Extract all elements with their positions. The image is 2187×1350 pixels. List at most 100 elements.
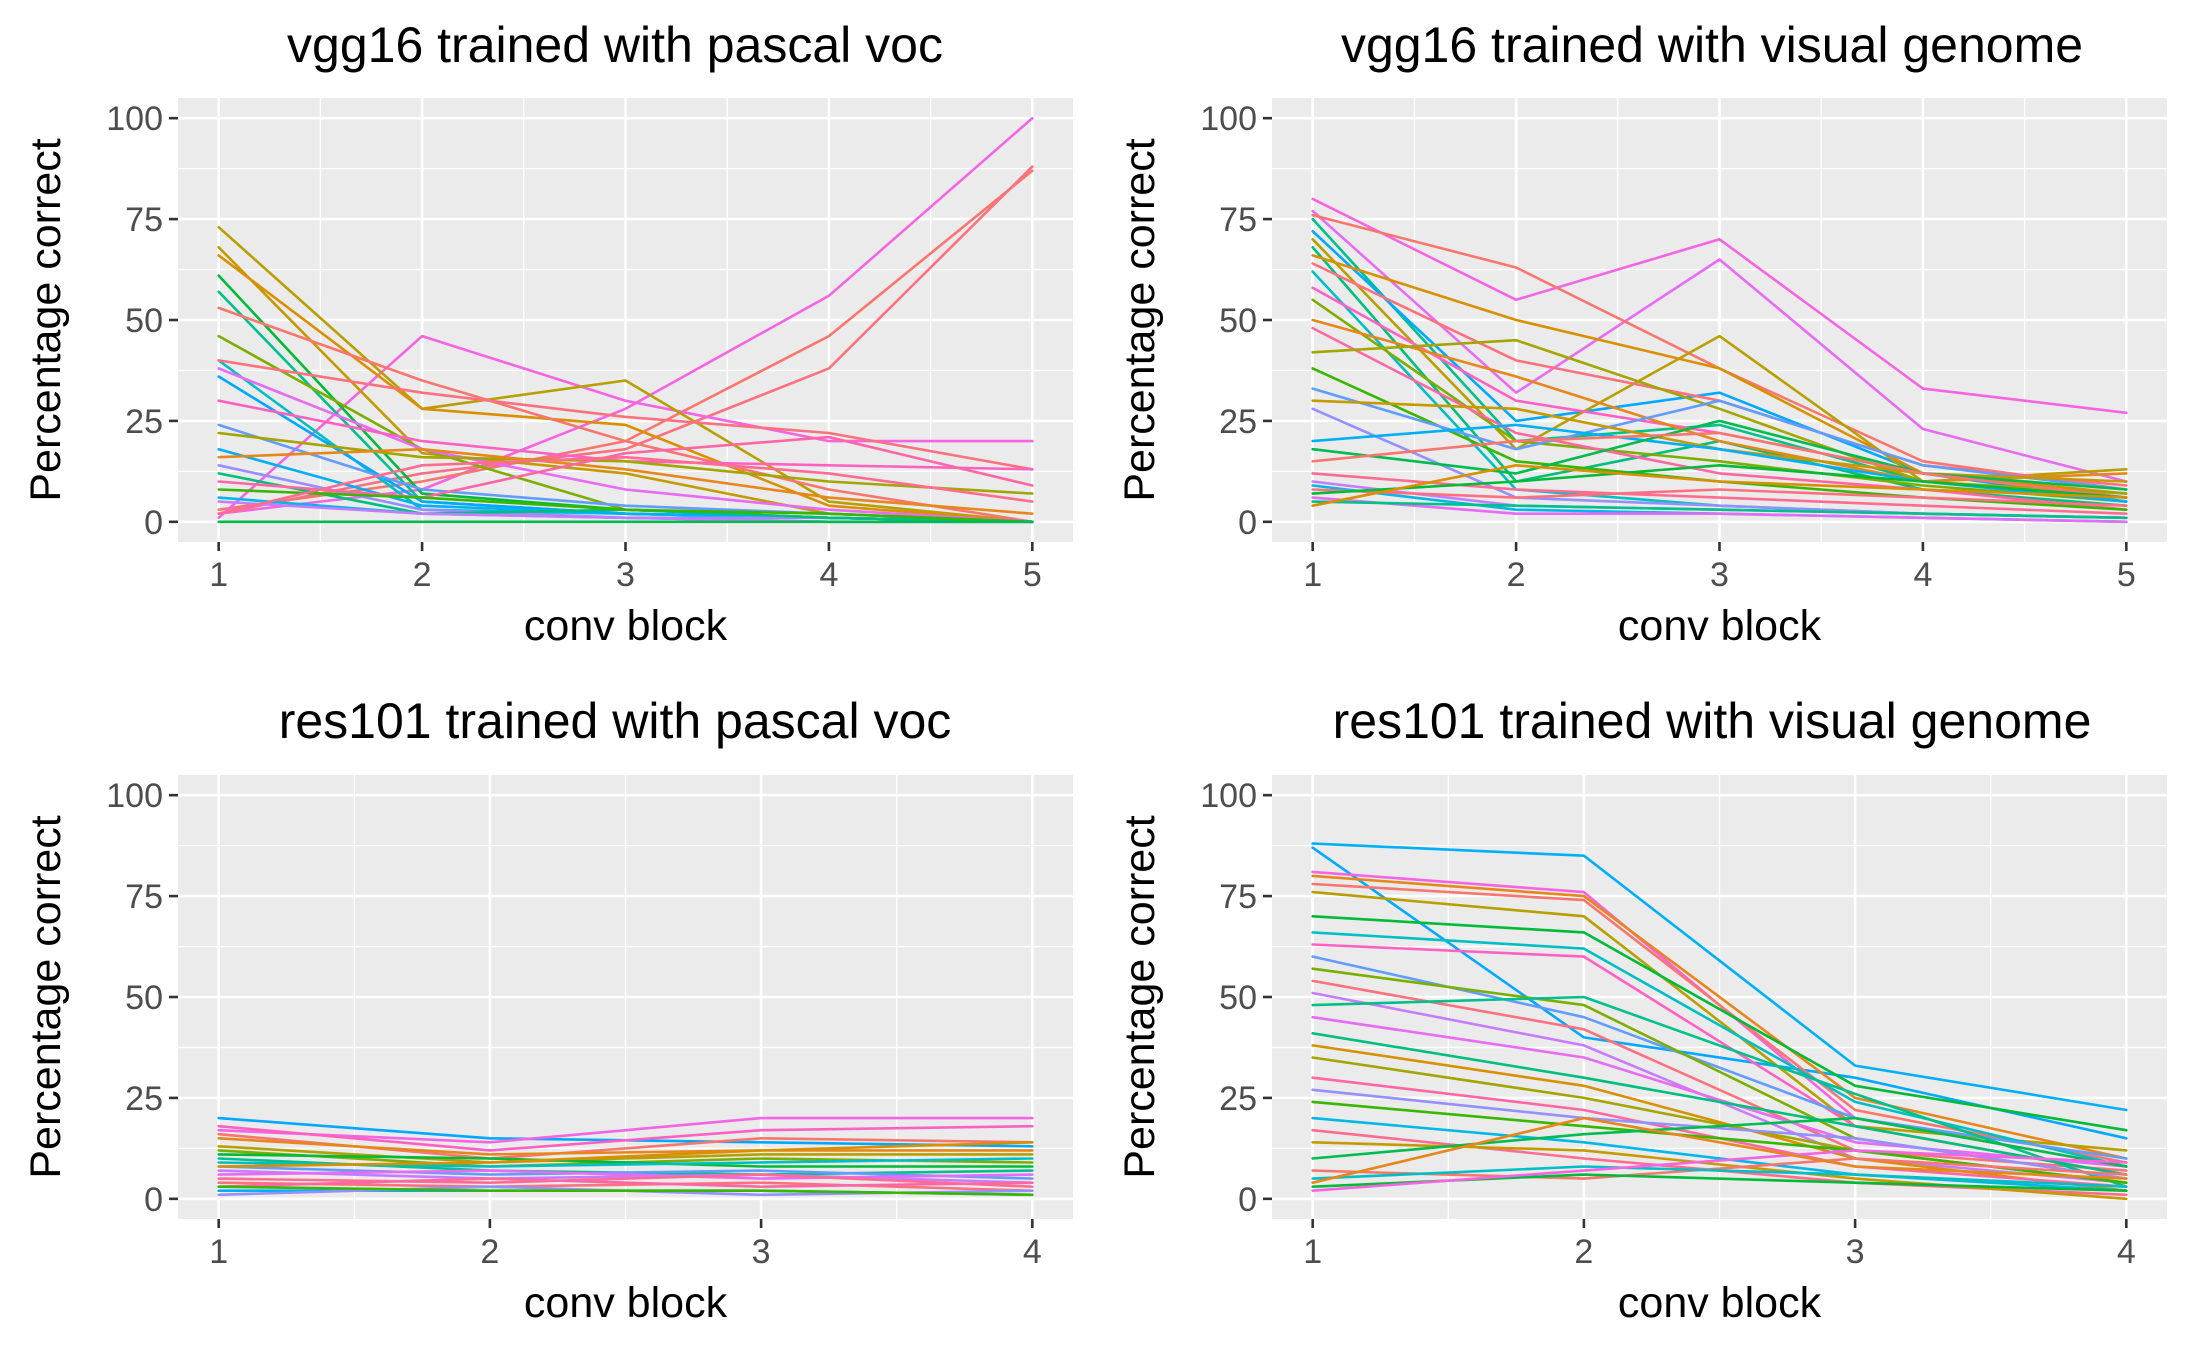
series-line-12 bbox=[217, 1169, 1034, 1184]
panel-vgg16-visual-genome: 0 25 50 75 100 1 2 3 4 5 vgg16 trained with visual… bbox=[1116, 17, 2167, 650]
x-tick-label: 5 bbox=[1023, 556, 1042, 594]
series-line-12 bbox=[1311, 298, 2128, 503]
series-line-15 bbox=[217, 1181, 1034, 1192]
series-line-28 bbox=[217, 455, 1034, 516]
x-axis-title: conv block bbox=[524, 602, 728, 650]
series-line-14 bbox=[1311, 326, 2128, 512]
x-tick-label: 3 bbox=[1846, 1233, 1865, 1271]
y-tick-label: 0 bbox=[1238, 504, 1257, 542]
y-axis-title: Percentage correct bbox=[22, 815, 70, 1178]
x-tick-label: 4 bbox=[2117, 1233, 2136, 1271]
series-line-8 bbox=[1311, 931, 2128, 1168]
series-line-22 bbox=[1311, 1116, 2128, 1192]
series-line-20 bbox=[217, 1141, 1034, 1168]
series-line-11 bbox=[217, 1165, 1034, 1180]
x-tick-label: 5 bbox=[2117, 556, 2136, 594]
x-tick-label: 3 bbox=[1710, 556, 1729, 594]
y-tick-label: 0 bbox=[144, 504, 163, 542]
panel-res101-pascal-voc: 0 25 50 75 100 1 2 3 4 res101 trained with pascal… bbox=[22, 693, 1073, 1327]
series-line-29 bbox=[1311, 1149, 2128, 1192]
series-line-16 bbox=[217, 1177, 1034, 1188]
x-axis-title: conv block bbox=[1618, 602, 1822, 650]
y-tick-label: 50 bbox=[125, 979, 163, 1017]
y-axis-title: Percentage correct bbox=[22, 138, 70, 501]
x-tick-label: 4 bbox=[1023, 1233, 1042, 1271]
panel-title: vgg16 trained with pascal voc bbox=[287, 17, 943, 73]
series-line-1 bbox=[1311, 842, 2128, 1112]
series-line-25 bbox=[1311, 1116, 2128, 1168]
x-tick-label: 2 bbox=[1507, 556, 1526, 594]
series-line-29 bbox=[1311, 500, 2128, 520]
y-tick-label: 100 bbox=[1200, 777, 1257, 815]
y-tick-label: 75 bbox=[125, 878, 163, 916]
series-line-13 bbox=[217, 1169, 1034, 1180]
series-line-5 bbox=[217, 1137, 1034, 1156]
panel-title: res101 trained with pascal voc bbox=[279, 693, 952, 749]
series-line-24 bbox=[217, 488, 1034, 524]
series-line-16 bbox=[1311, 1032, 2128, 1176]
series-line-4 bbox=[1311, 874, 2128, 1160]
series-line-10 bbox=[217, 306, 1034, 524]
series-line-14 bbox=[217, 367, 1034, 524]
x-tick-label: 1 bbox=[209, 1233, 228, 1271]
y-tick-label: 0 bbox=[1238, 1181, 1257, 1219]
y-tick-label: 75 bbox=[1219, 878, 1257, 916]
y-tick-label: 0 bbox=[144, 1181, 163, 1219]
x-axis-title: conv block bbox=[1618, 1279, 1822, 1327]
series-line-23 bbox=[217, 435, 1034, 499]
y-tick-label: 100 bbox=[1200, 100, 1257, 138]
y-tick-label: 25 bbox=[1219, 1080, 1257, 1118]
x-tick-label: 2 bbox=[1574, 1233, 1593, 1271]
series-line-8 bbox=[217, 1153, 1034, 1168]
series-line-4 bbox=[217, 334, 1034, 520]
series-line-15 bbox=[1311, 338, 2128, 495]
series-line-28 bbox=[1311, 496, 2128, 524]
series-line-20 bbox=[217, 447, 1034, 516]
series-line-20 bbox=[1311, 423, 2128, 503]
series-line-1 bbox=[217, 116, 1034, 516]
x-axis-title: conv block bbox=[524, 1279, 728, 1327]
panel-res101-visual-genome: 0 25 50 75 100 1 2 3 4 res101 trained with visual… bbox=[1116, 693, 2167, 1327]
series-line-22 bbox=[1311, 431, 2128, 499]
series-line-3 bbox=[217, 1124, 1034, 1152]
series-line-1 bbox=[1311, 197, 2128, 415]
y-tick-label: 50 bbox=[1219, 979, 1257, 1017]
y-tick-label: 100 bbox=[106, 100, 163, 138]
series-line-27 bbox=[1311, 1165, 2128, 1188]
series-line-6 bbox=[1311, 238, 2128, 483]
panel-title: vgg16 trained with visual genome bbox=[1341, 17, 2083, 73]
series-line-23 bbox=[1311, 472, 2128, 516]
series-line-21 bbox=[1311, 419, 2128, 491]
series-line-2 bbox=[1311, 209, 2128, 483]
y-tick-label: 50 bbox=[1219, 302, 1257, 340]
series-line-19 bbox=[217, 1185, 1034, 1197]
y-tick-label: 75 bbox=[125, 201, 163, 239]
series-line-17 bbox=[1311, 1044, 2128, 1192]
series-line-5 bbox=[1311, 882, 2128, 1164]
y-tick-label: 25 bbox=[125, 403, 163, 441]
series-line-13 bbox=[217, 359, 1034, 471]
series-line-5 bbox=[217, 225, 1034, 524]
y-tick-label: 75 bbox=[1219, 201, 1257, 239]
series-line-7 bbox=[1311, 914, 2128, 1132]
series-line-18 bbox=[217, 431, 1034, 495]
x-tick-label: 4 bbox=[819, 556, 838, 594]
y-tick-label: 50 bbox=[125, 302, 163, 340]
x-tick-label: 2 bbox=[480, 1233, 499, 1271]
panel-vgg16-pascal-voc: 0 25 50 75 100 1 2 3 4 5 vgg16 trained with pascal… bbox=[22, 17, 1073, 650]
series-line-26 bbox=[1311, 488, 2128, 508]
x-tick-label: 3 bbox=[616, 556, 635, 594]
series-line-15 bbox=[1311, 1015, 2128, 1168]
x-tick-label: 2 bbox=[413, 556, 432, 594]
series-line-6 bbox=[217, 1145, 1034, 1164]
y-tick-label: 100 bbox=[106, 777, 163, 815]
series-line-27 bbox=[1311, 463, 2128, 499]
series-line-8 bbox=[1311, 254, 2128, 495]
series-line-26 bbox=[1311, 1157, 2128, 1180]
panel-title: res101 trained with visual genome bbox=[1333, 693, 2092, 749]
x-tick-label: 1 bbox=[209, 556, 228, 594]
x-tick-label: 4 bbox=[1913, 556, 1932, 594]
series-line-2 bbox=[217, 1116, 1034, 1144]
y-tick-label: 25 bbox=[1219, 403, 1257, 441]
